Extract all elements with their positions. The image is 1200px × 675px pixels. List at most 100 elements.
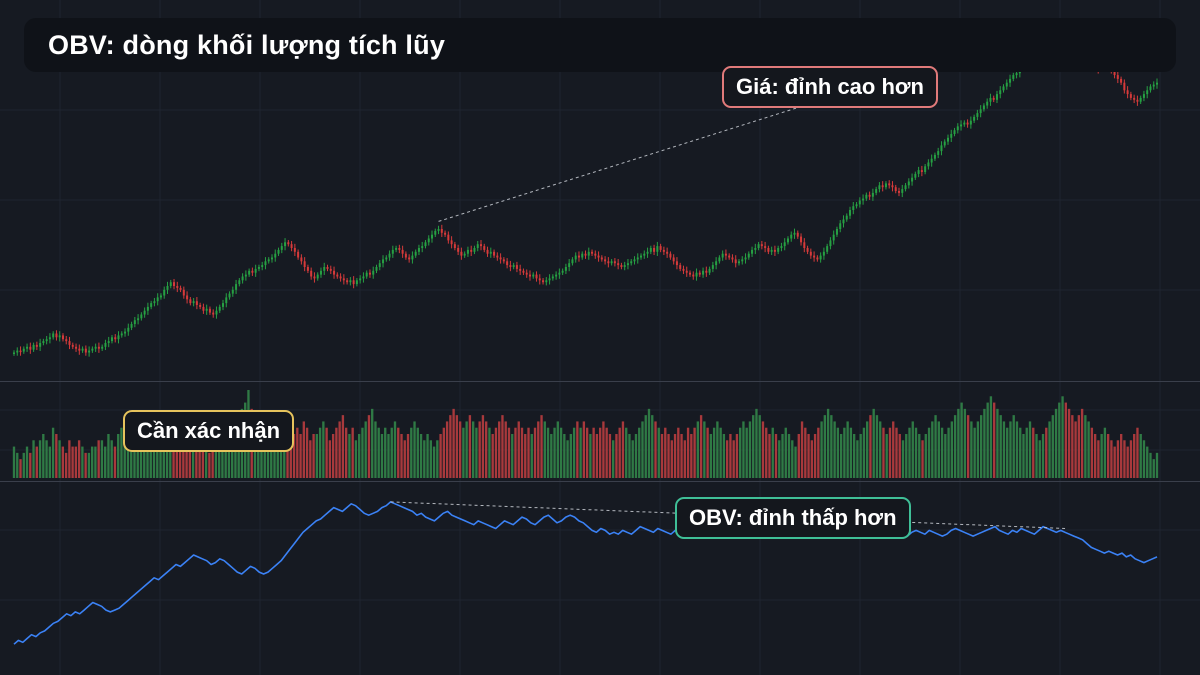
candle-body [1149, 86, 1152, 91]
volume-bar [1080, 408, 1084, 478]
candle-body [78, 348, 81, 351]
volume-bar [1038, 440, 1041, 478]
candle-body [323, 267, 326, 271]
volume-bar [703, 421, 706, 478]
volume-bar [934, 415, 937, 478]
volume-bar [797, 434, 800, 478]
volume-bar [485, 421, 488, 478]
candle-body [956, 126, 959, 131]
volume-bar [908, 427, 911, 478]
volume-bar [673, 434, 677, 478]
volume-bar [966, 415, 970, 478]
volume-bar [983, 408, 986, 478]
volume-bar [299, 434, 302, 478]
candle-body [659, 246, 662, 250]
volume-bar [579, 427, 582, 478]
candle-body [728, 255, 731, 258]
volume-bar [315, 434, 319, 478]
volume-bar [739, 427, 742, 478]
volume-bar [12, 446, 16, 478]
volume-bar [100, 440, 104, 478]
volume-bar [1012, 415, 1015, 478]
volume-bar [859, 434, 862, 478]
candle-body [937, 151, 940, 155]
candle-body [1015, 73, 1018, 76]
candle-body [303, 261, 306, 267]
volume-bar [302, 421, 305, 478]
candle-body [679, 265, 682, 269]
candle-body [1146, 90, 1149, 95]
volume-bar [940, 427, 944, 478]
volume-bar [377, 427, 380, 478]
volume-bar [211, 446, 214, 478]
volume-bar [289, 427, 292, 478]
volume-bar [64, 452, 68, 478]
volume-bar [35, 446, 38, 478]
volume-bar [58, 440, 61, 478]
candle-body [470, 249, 473, 252]
candle-body [656, 246, 659, 252]
candle-body [692, 274, 695, 277]
volume-bar [921, 440, 924, 478]
volume-bar [471, 421, 475, 478]
volume-bar [110, 440, 113, 478]
volume-bar [559, 427, 563, 478]
volume-bar [690, 434, 693, 478]
volume-bar [1110, 440, 1113, 478]
candle-body [264, 261, 267, 266]
volume-bar [367, 415, 371, 478]
candle-body [666, 251, 669, 254]
volume-bar [898, 434, 901, 478]
volume-bar [550, 434, 553, 478]
candle-body [839, 223, 842, 229]
candle-body [104, 343, 107, 347]
candle-body [261, 265, 264, 267]
volume-bar [849, 427, 853, 478]
volume-bar [224, 440, 227, 478]
volume-bar [403, 440, 406, 478]
volume-bar [823, 415, 827, 478]
candle-body [640, 255, 643, 258]
candle-body [881, 185, 884, 188]
volume-bar [133, 434, 136, 478]
candle-body [55, 333, 58, 338]
candle-body [711, 265, 714, 269]
volume-bar [973, 427, 976, 478]
volume-bar [999, 415, 1002, 478]
volume-bar [475, 427, 478, 478]
volume-bar [331, 434, 335, 478]
volume-bar [423, 440, 426, 478]
volume-bar [445, 421, 449, 478]
volume-bar [993, 402, 996, 478]
volume-bar [612, 440, 615, 478]
volume-bar [292, 434, 296, 478]
candle-body [822, 251, 825, 256]
candle-body [156, 297, 159, 302]
volume-bar [817, 427, 820, 478]
candle-body [600, 257, 603, 260]
volume-bar [266, 427, 270, 478]
candle-body [702, 270, 705, 275]
candle-body [577, 255, 580, 258]
candle-body [842, 219, 845, 224]
volume-bar [680, 434, 683, 478]
candle-body [760, 244, 763, 247]
candle-body [88, 350, 91, 353]
volume-bar [162, 427, 165, 478]
candle-body [473, 248, 476, 252]
volume-bar [1155, 452, 1159, 478]
candle-body [888, 183, 891, 186]
volume-bar [335, 427, 338, 478]
candle-body [1152, 84, 1155, 87]
candle-body [424, 242, 427, 247]
candle-body [75, 346, 78, 349]
candle-body [316, 274, 319, 279]
volume-bar [494, 427, 498, 478]
volume-bar [1100, 434, 1103, 478]
volume-bar [208, 452, 211, 478]
candle-body [166, 286, 169, 290]
candle-body [940, 145, 943, 152]
volume-bar [1015, 421, 1019, 478]
candle-body [813, 255, 816, 258]
candle-body [897, 191, 901, 193]
